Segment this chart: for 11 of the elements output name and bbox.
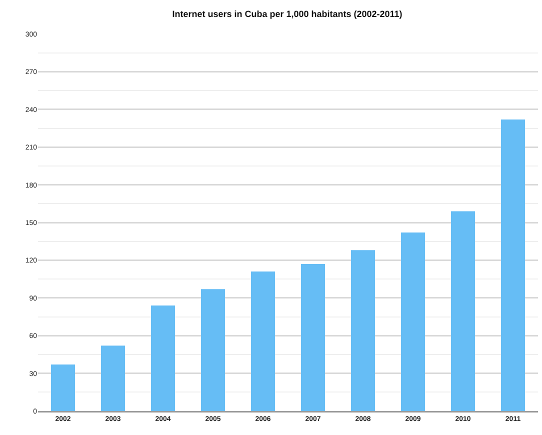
bar xyxy=(501,119,525,411)
bar xyxy=(151,305,175,411)
bar xyxy=(351,250,375,411)
bar xyxy=(51,364,75,411)
bar xyxy=(451,211,475,411)
bar xyxy=(201,289,225,411)
bar xyxy=(101,346,125,411)
bar xyxy=(301,264,325,411)
bar xyxy=(401,232,425,411)
chart-title: Internet users in Cuba per 1,000 habitants (2002-2011) xyxy=(172,9,402,20)
bar xyxy=(251,272,275,411)
